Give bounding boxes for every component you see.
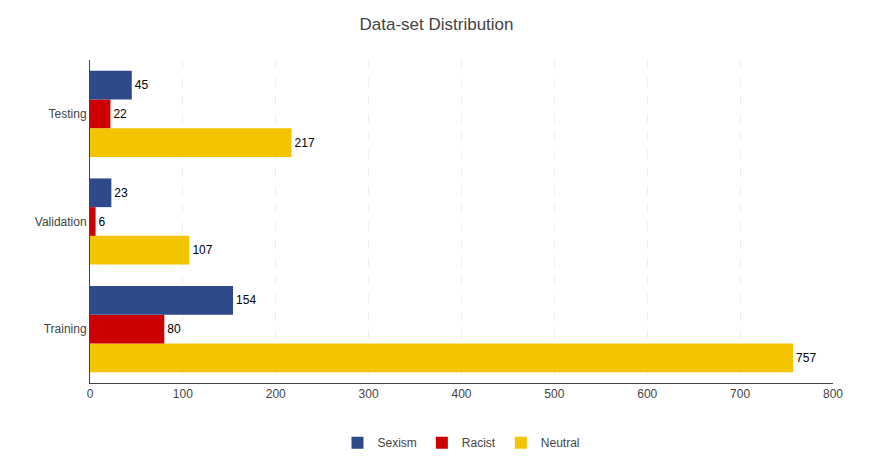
- svg-text:80: 80: [167, 322, 181, 336]
- svg-text:700: 700: [730, 387, 750, 401]
- svg-text:22: 22: [113, 107, 127, 121]
- svg-text:Racist: Racist: [462, 436, 496, 450]
- svg-text:757: 757: [796, 351, 816, 365]
- svg-text:100: 100: [173, 387, 193, 401]
- svg-text:6: 6: [99, 215, 106, 229]
- svg-text:800: 800: [823, 387, 843, 401]
- svg-text:154: 154: [236, 293, 256, 307]
- svg-text:Testing: Testing: [49, 107, 87, 121]
- svg-text:23: 23: [114, 186, 128, 200]
- svg-text:0: 0: [87, 387, 94, 401]
- svg-text:45: 45: [135, 78, 149, 92]
- svg-text:400: 400: [451, 387, 471, 401]
- svg-text:500: 500: [544, 387, 564, 401]
- svg-text:Sexism: Sexism: [378, 436, 417, 450]
- svg-text:107: 107: [192, 243, 212, 257]
- svg-text:600: 600: [637, 387, 657, 401]
- svg-text:Validation: Validation: [35, 215, 87, 229]
- svg-text:Training: Training: [44, 322, 87, 336]
- svg-text:Neutral: Neutral: [541, 436, 580, 450]
- svg-text:200: 200: [266, 387, 286, 401]
- svg-text:300: 300: [359, 387, 379, 401]
- svg-text:217: 217: [295, 136, 315, 150]
- svg-text:Data-set Distribution: Data-set Distribution: [359, 15, 513, 34]
